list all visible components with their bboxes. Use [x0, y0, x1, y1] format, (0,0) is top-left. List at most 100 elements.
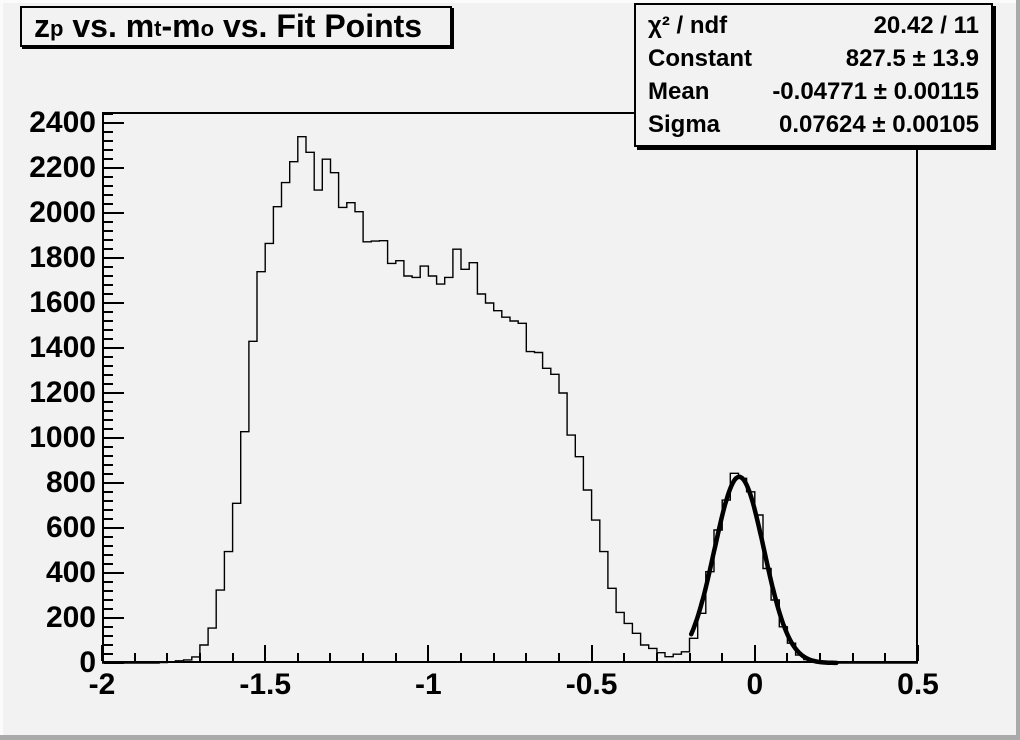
y-axis-minor-tick [104, 338, 113, 340]
x-axis-major-tick [101, 645, 103, 661]
y-axis-major-tick [104, 122, 124, 125]
title-subscript: t [154, 16, 162, 42]
y-axis-tick-label: 2400 [29, 106, 96, 140]
y-axis-minor-tick [104, 266, 113, 269]
y-axis-minor-tick [104, 383, 113, 385]
y-axis-major-tick [104, 437, 124, 439]
y-axis-major-tick [104, 617, 124, 619]
y-axis-minor-tick [104, 491, 113, 493]
y-axis-minor-tick [104, 509, 113, 511]
x-axis-tick-label: -0.5 [565, 668, 618, 701]
y-axis-major-tick [104, 302, 124, 305]
x-axis-major-tick [264, 645, 267, 661]
stats-value: -0.04771 ± 0.00115 [772, 77, 979, 105]
y-axis-minor-tick [104, 158, 113, 161]
y-axis-minor-tick [104, 626, 113, 628]
y-axis-minor-tick [104, 473, 113, 475]
x-axis-minor-tick [231, 653, 234, 661]
y-axis-minor-tick [104, 410, 113, 412]
canvas-bevel-bottom [0, 735, 1020, 740]
y-axis-minor-tick [104, 635, 113, 637]
y-axis-tick-label: 0 [79, 646, 96, 679]
title-text: z [34, 8, 50, 44]
stats-row-mean: Mean -0.04771 ± 0.00115 [636, 77, 991, 105]
x-axis-minor-tick [655, 653, 658, 661]
x-axis-minor-tick [721, 653, 724, 661]
y-axis-minor-tick [104, 581, 113, 583]
canvas-bevel-top [0, 0, 1020, 3]
x-axis-minor-tick [133, 653, 136, 661]
y-axis-minor-tick [104, 374, 113, 376]
x-axis-major-tick [590, 645, 593, 661]
stats-label: χ² / ndf [648, 11, 728, 39]
y-axis-minor-tick [104, 464, 113, 466]
y-axis-minor-tick [104, 653, 113, 655]
y-axis-minor-tick [104, 140, 113, 143]
y-axis-tick-label: 800 [45, 466, 96, 499]
fit-stats-box: χ² / ndf 20.42 / 11 Constant 827.5 ± 13.… [634, 3, 993, 147]
y-axis-minor-tick [104, 311, 113, 314]
x-axis-minor-tick [296, 653, 299, 661]
x-axis-tick-label: -1 [415, 668, 442, 701]
x-axis-tick-label: 0.5 [897, 668, 939, 701]
y-axis-major-tick [104, 347, 124, 349]
x-axis-minor-tick [166, 653, 169, 661]
y-axis-minor-tick [104, 221, 113, 224]
title-text: vs. Fit Points [214, 8, 423, 44]
x-axis-minor-tick [394, 653, 397, 661]
y-axis-minor-tick [104, 203, 113, 206]
y-axis-minor-tick [104, 113, 113, 116]
y-axis-major-tick [104, 167, 124, 170]
y-axis-tick-label: 2200 [29, 151, 96, 185]
y-axis-tick-label: 1000 [29, 421, 96, 454]
x-axis-tick-label: 0 [746, 668, 764, 701]
canvas-bevel-left [0, 0, 3, 740]
y-axis-minor-tick [104, 293, 113, 296]
y-axis-minor-tick [104, 176, 113, 179]
y-axis-major-tick [104, 572, 124, 574]
y-axis-major-tick [104, 527, 124, 529]
y-axis-minor-tick [104, 365, 113, 367]
y-axis-tick-label: 200 [45, 601, 96, 634]
y-axis-minor-tick [104, 590, 113, 592]
y-axis-minor-tick [104, 518, 113, 520]
stats-label: Constant [648, 44, 752, 72]
y-axis-minor-tick [104, 536, 113, 538]
y-axis-minor-tick [104, 428, 113, 430]
y-axis-tick-label: 400 [45, 556, 96, 589]
y-axis-minor-tick [104, 500, 113, 502]
y-axis-major-tick [104, 212, 124, 215]
x-axis-major-tick [427, 645, 430, 661]
x-axis-minor-tick [688, 653, 691, 661]
y-axis-minor-tick [104, 149, 113, 152]
y-axis-major-tick [104, 257, 124, 260]
y-axis-minor-tick [104, 230, 113, 233]
y-axis-minor-tick [104, 554, 113, 556]
x-axis-minor-tick [460, 653, 463, 661]
stats-label: Sigma [648, 110, 721, 138]
title-subscript: p [50, 16, 64, 42]
y-axis-major-tick [104, 392, 124, 394]
y-axis-minor-tick [104, 185, 113, 188]
y-axis-tick-label: 1200 [29, 376, 96, 409]
x-axis-tick-label: -2 [88, 668, 116, 701]
y-axis-minor-tick [104, 545, 113, 547]
plot-frame [102, 112, 918, 663]
y-axis-tick-label: 2000 [29, 196, 96, 230]
x-axis-minor-tick [786, 653, 789, 661]
title-text: vs. m [63, 8, 155, 44]
stats-row-sigma: Sigma 0.07624 ± 0.00105 [636, 110, 991, 138]
x-axis-minor-tick [557, 653, 560, 661]
y-axis-minor-tick [104, 239, 113, 242]
x-axis-minor-tick [362, 653, 365, 661]
title-subscript: o [200, 16, 215, 42]
y-axis-minor-tick [104, 446, 113, 448]
stats-value: 0.07624 ± 0.00105 [778, 110, 979, 138]
x-axis-major-tick [753, 645, 756, 661]
stats-value: 827.5 ± 13.9 [845, 44, 979, 72]
y-axis-minor-tick [104, 563, 113, 565]
y-axis-minor-tick [104, 356, 113, 358]
